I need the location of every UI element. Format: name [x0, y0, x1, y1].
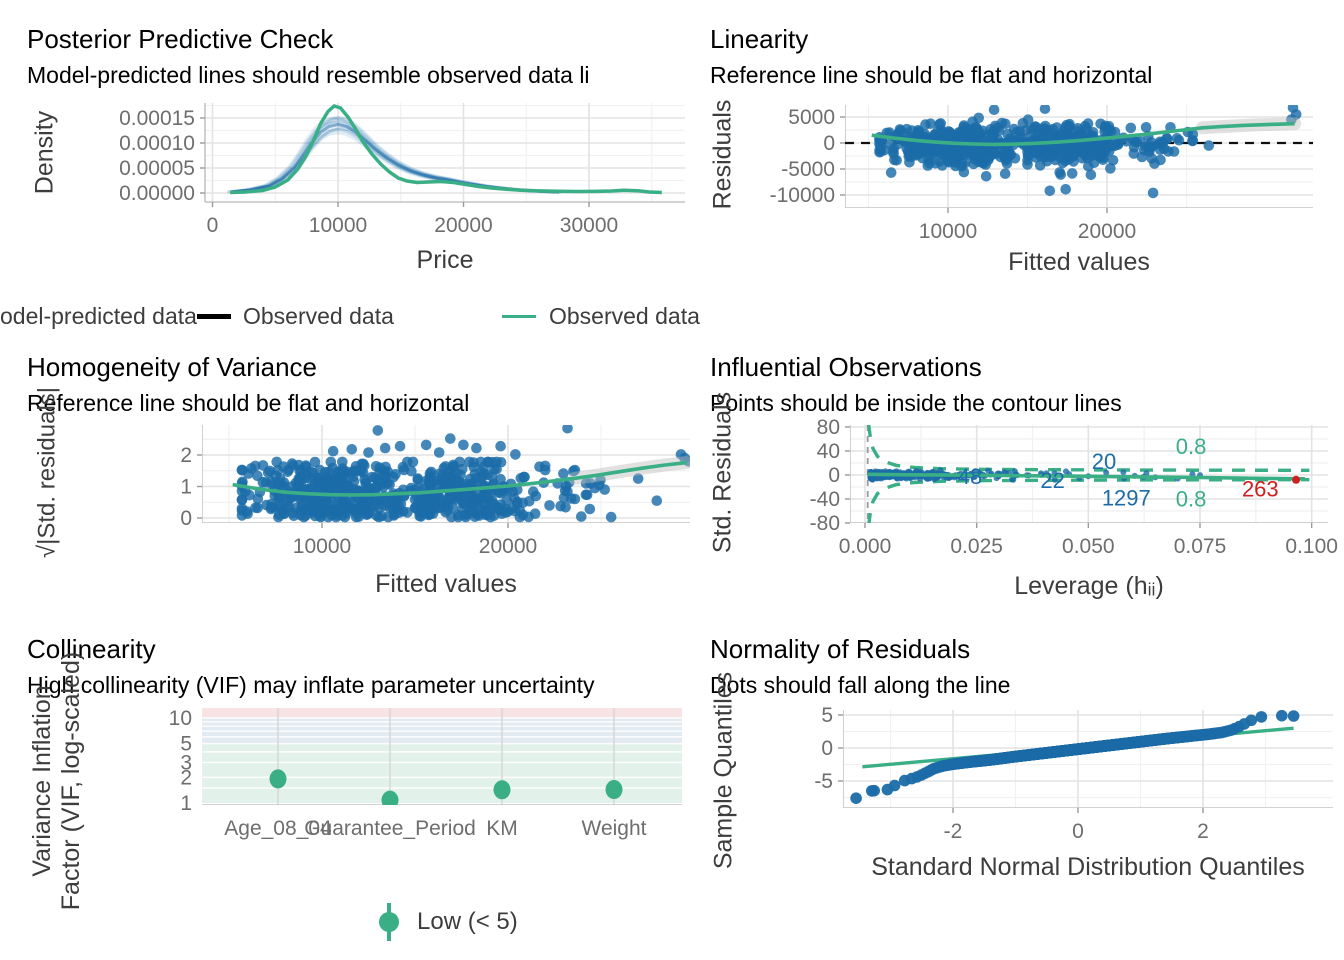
chart-title-collinearity: Collinearity [27, 634, 156, 664]
svg-text:0.8: 0.8 [1176, 434, 1207, 459]
svg-text:3: 3 [180, 751, 192, 774]
influential-plot [850, 425, 1328, 523]
svg-text:0.000: 0.000 [839, 535, 892, 558]
svg-text:-80: -80 [810, 512, 840, 535]
legend-label-observed-2: Observed data [549, 303, 700, 329]
svg-text:5000: 5000 [788, 106, 835, 129]
svg-text:Weight: Weight [582, 817, 647, 840]
svg-text:0.075: 0.075 [1174, 535, 1227, 558]
influential-labels: 48 22 20 1297 0.8 0.8 263 [958, 434, 1279, 512]
svg-text:1: 1 [180, 476, 192, 499]
svg-text:10000: 10000 [919, 220, 977, 243]
chart-subtitle-influential: Points should be inside the contour line… [710, 390, 1122, 416]
vif-legend-dot-icon [379, 912, 399, 932]
svg-text:2: 2 [180, 444, 192, 467]
svg-text:263: 263 [1242, 476, 1279, 501]
svg-text:1: 1 [180, 792, 192, 815]
chart-subtitle-homogeneity: Reference line should be flat and horizo… [27, 390, 470, 416]
svg-text:KM: KM [486, 817, 518, 840]
legend-label-observed-1: Observed data [243, 303, 394, 329]
qq-plot [843, 710, 1333, 808]
chart-title-linearity: Linearity [710, 24, 809, 54]
vif-legend: Low (< 5) [0, 895, 700, 950]
ppc-plot [204, 103, 685, 203]
collinearity-plot [202, 708, 682, 805]
svg-text:0: 0 [828, 464, 840, 487]
svg-text:0: 0 [823, 132, 835, 155]
svg-text:5: 5 [180, 733, 192, 756]
svg-text:-5000: -5000 [781, 158, 835, 181]
svg-text:0: 0 [207, 214, 219, 237]
svg-text:20000: 20000 [479, 535, 537, 558]
svg-text:0: 0 [180, 507, 192, 530]
chart-title-influential: Influential Observations [710, 352, 982, 382]
linearity-axes: 5000 0 -5000 -10000 10000 20000 [770, 106, 1137, 243]
chart-title-qq: Normality of Residuals [710, 634, 971, 664]
svg-text:-40: -40 [810, 488, 840, 511]
homogeneity-axes: 0 1 2 10000 20000 [180, 444, 537, 558]
qq-axes: 5 0 -5 -2 0 2 [814, 704, 1209, 843]
svg-text:48: 48 [958, 464, 982, 489]
svg-text:0.00005: 0.00005 [119, 157, 195, 180]
y-axis-title-collinearity: Variance Inflation Factor (VIF, log-scal… [28, 651, 85, 911]
chart-subtitle-linearity: Reference line should be flat and horizo… [710, 62, 1153, 88]
linearity-plot [845, 105, 1313, 208]
ppc-legend: odel-predicted data Observed data Observ… [0, 296, 700, 338]
svg-text:1297: 1297 [1102, 485, 1151, 510]
svg-text:0.00000: 0.00000 [119, 182, 195, 205]
x-axis-title-ppc: Price [416, 246, 474, 274]
y-axis-title-ppc: Density [30, 110, 59, 195]
svg-text:20000: 20000 [1078, 220, 1136, 243]
y-axis-title-influential: Std. Residuals [708, 391, 737, 554]
svg-text:0.100: 0.100 [1285, 535, 1338, 558]
svg-text:0.00015: 0.00015 [119, 107, 195, 130]
vif-legend-label: Low (< 5) [417, 908, 518, 935]
chart-subtitle-collinearity: High collinearity (VIF) may inflate para… [27, 672, 595, 698]
chart-title-homogeneity: Homogeneity of Variance [27, 352, 318, 382]
black-line-swatch [197, 314, 231, 319]
svg-text:0: 0 [1072, 820, 1084, 843]
svg-text:10000: 10000 [293, 535, 351, 558]
homogeneity-plot [202, 425, 690, 523]
svg-text:0.050: 0.050 [1062, 535, 1115, 558]
svg-text:0: 0 [821, 737, 833, 760]
svg-text:10000: 10000 [309, 214, 367, 237]
x-axis-title-qq: Standard Normal Distribution Quantiles [871, 853, 1305, 881]
x-axis-title-influential: Leverage (hᵢᵢ) [1014, 572, 1164, 600]
svg-text:10: 10 [169, 707, 192, 730]
svg-text:Guarantee_Period: Guarantee_Period [304, 817, 476, 840]
x-axis-title-homogeneity: Fitted values [375, 570, 517, 598]
svg-text:0.025: 0.025 [950, 535, 1003, 558]
svg-text:0.00010: 0.00010 [119, 132, 195, 155]
svg-text:2: 2 [180, 766, 192, 789]
svg-text:0.8: 0.8 [1176, 487, 1207, 512]
y-axis-title-homogeneity: √|Std. residuals| [33, 386, 61, 559]
green-line-swatch [502, 315, 536, 318]
x-axis-title-linearity: Fitted values [1008, 248, 1150, 276]
svg-text:-10000: -10000 [770, 184, 835, 207]
y-axis-title-linearity: Residuals [708, 99, 737, 210]
svg-text:2: 2 [1197, 820, 1209, 843]
y-axis-title-qq: Sample Quantiles [709, 671, 738, 870]
svg-text:20: 20 [1092, 449, 1116, 474]
svg-text:80: 80 [817, 416, 840, 439]
chart-subtitle-ppc: Model-predicted lines should resemble ob… [27, 62, 590, 88]
svg-text:-5: -5 [814, 770, 833, 793]
legend-label-model-predicted: odel-predicted data [0, 303, 197, 329]
svg-text:Age_08_04: Age_08_04 [224, 817, 332, 840]
chart-title-ppc: Posterior Predictive Check [27, 24, 334, 54]
svg-text:30000: 30000 [560, 214, 618, 237]
svg-text:22: 22 [1040, 468, 1064, 493]
svg-text:-2: -2 [944, 820, 963, 843]
svg-text:5: 5 [821, 704, 833, 727]
svg-text:40: 40 [817, 440, 840, 463]
chart-subtitle-qq: Dots should fall along the line [710, 672, 1011, 698]
svg-text:20000: 20000 [434, 214, 492, 237]
